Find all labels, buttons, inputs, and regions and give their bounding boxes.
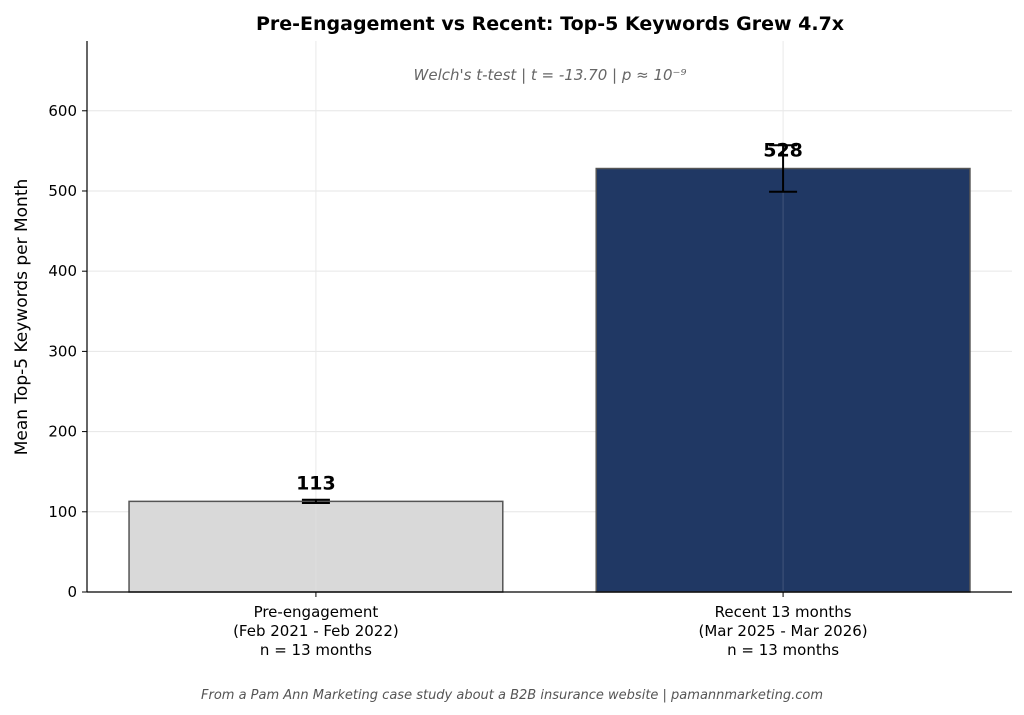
data-label: 528 [763,140,803,162]
footer-note: From a Pam Ann Marketing case study abou… [201,688,823,703]
y-tick-label: 300 [48,342,77,360]
bar [595,167,971,593]
x-tick-label: (Mar 2025 - Mar 2026) [699,622,868,640]
y-tick-label: 100 [48,503,77,521]
x-tick-label: Recent 13 months [715,603,852,621]
chart-subtitle: Welch's t-test | t = -13.70 | p ≈ 10⁻⁹ [414,66,687,84]
y-axis-label: Mean Top-5 Keywords per Month [12,179,32,456]
x-tick-label: (Feb 2021 - Feb 2022) [233,622,399,640]
y-tick-label: 400 [48,262,77,280]
data-label: 113 [296,472,336,494]
y-tick-label: 200 [48,423,77,441]
x-tick-label: Pre-engagement [254,603,379,621]
y-tick-label: 500 [48,182,77,200]
x-tick-label: n = 13 months [727,641,839,659]
chart-title: Pre-Engagement vs Recent: Top-5 Keywords… [256,13,844,35]
y-tick-label: 0 [67,583,77,601]
y-tick-label: 600 [48,102,77,120]
bar [128,500,504,593]
x-tick-label: n = 13 months [260,641,372,659]
